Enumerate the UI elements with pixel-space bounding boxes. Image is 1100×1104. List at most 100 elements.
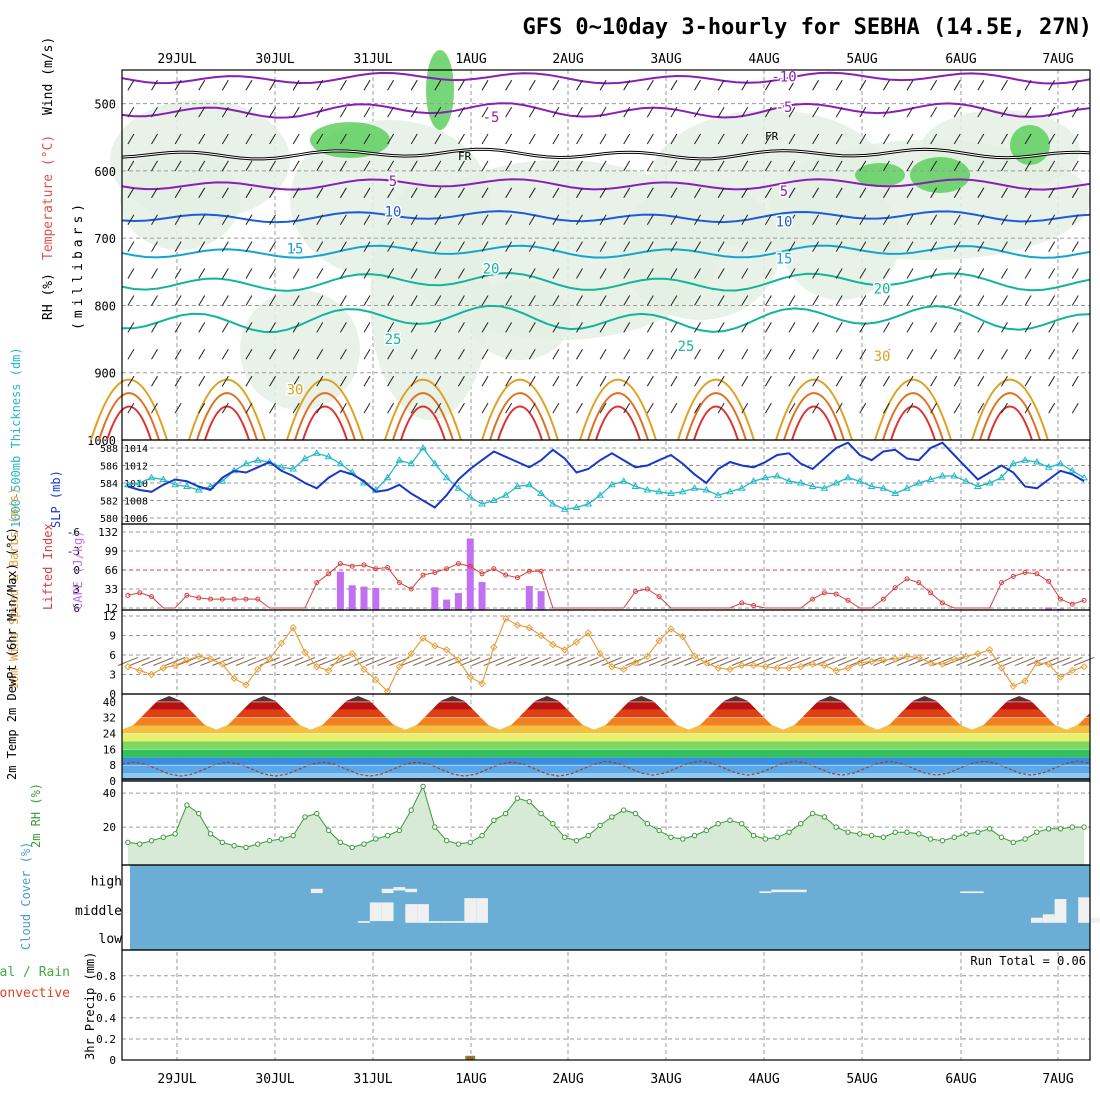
cloud-cell <box>1078 897 1090 923</box>
lifted-point <box>880 596 886 602</box>
wind-point <box>195 652 203 661</box>
wind-barb <box>221 402 229 414</box>
cloud-cell <box>310 888 323 894</box>
rh-point <box>668 834 674 840</box>
cape-bar <box>454 593 462 610</box>
boundary-layer-isotherm <box>188 378 266 441</box>
wind-barb <box>363 241 371 252</box>
wind-barb <box>363 79 371 91</box>
wind-barb <box>1071 241 1079 252</box>
wind-barb <box>930 133 938 145</box>
wind-barb <box>1001 133 1008 145</box>
wind-barb <box>835 402 843 414</box>
surface-wind-barb <box>1026 657 1048 666</box>
thickness-point <box>631 482 640 489</box>
wind-barb <box>528 322 536 333</box>
thickness-point <box>655 487 664 495</box>
wind-barb <box>245 133 253 145</box>
wind-barb <box>930 241 938 252</box>
wind-barb <box>505 295 513 306</box>
wind-barb <box>741 106 749 118</box>
thickness-axis-label: 1000-500mb Thickness (dm) <box>9 347 23 528</box>
precip-tick-label: 0.4 <box>96 1012 116 1025</box>
thickness-point <box>914 479 923 486</box>
wind-barb <box>387 349 395 360</box>
wind-barb <box>363 322 371 333</box>
wind-barb <box>410 106 418 118</box>
wind-barb <box>127 375 135 387</box>
cloud-background <box>130 865 1090 950</box>
surface-wind-barb <box>637 657 658 666</box>
wind-barb <box>670 295 678 306</box>
boundary-layer-isotherm <box>302 405 348 441</box>
wind-point <box>265 655 274 663</box>
wind-barb <box>528 402 536 414</box>
wind-barb <box>481 322 489 333</box>
wind-barb <box>906 106 914 118</box>
surface-wind-barb <box>306 657 327 666</box>
thickness-point <box>855 477 864 484</box>
surface-wind-barb <box>719 657 741 666</box>
lifted-tick-label: -3 <box>67 545 80 558</box>
wind-barb <box>528 241 536 252</box>
wind-point <box>619 665 628 674</box>
wind-barb <box>646 295 654 306</box>
wind-barb <box>812 322 820 333</box>
isotherm-label: -10 <box>771 70 796 86</box>
wind-barb <box>292 349 300 360</box>
lifted-index-line <box>127 563 1085 609</box>
wind-barb <box>835 160 843 172</box>
upper-air-ylabels: RH (%) Temperature (°C) Wind (m/s) <box>41 37 56 320</box>
lifted-point <box>255 596 261 602</box>
temp-axis-label: 2m Temp 2m DewPt (6hr Min/Max) (°C) <box>5 527 19 780</box>
wind-barb <box>481 187 489 199</box>
wind-barb <box>576 268 583 279</box>
thickness-point <box>253 456 262 463</box>
wind-barb <box>1048 106 1056 118</box>
temp-band <box>122 765 1090 774</box>
cape-bar <box>537 591 545 610</box>
thickness-point <box>1009 459 1018 467</box>
boundary-layer-isotherm <box>196 392 258 441</box>
boundary-layer-isotherm <box>783 392 845 441</box>
rh-point <box>750 832 757 839</box>
wind-barb <box>458 241 465 252</box>
wind-barb <box>552 268 560 279</box>
wind-barb <box>953 133 961 145</box>
wind-barb <box>788 268 796 279</box>
wind-barb <box>717 187 725 199</box>
rh-point <box>1081 824 1087 830</box>
top-date-label: 5AUG <box>846 52 877 67</box>
lifted-point <box>455 561 461 567</box>
wind-barb <box>835 214 843 225</box>
wind-barb <box>576 214 583 225</box>
lifted-point <box>125 592 131 598</box>
lifted-point <box>1022 570 1028 576</box>
wind-point <box>962 652 970 661</box>
panel-frames <box>121 69 1091 1061</box>
wind-barb <box>387 79 395 91</box>
wind-barb <box>245 268 253 279</box>
wind-barb <box>528 295 536 306</box>
wind-barb <box>694 349 701 360</box>
wind-point <box>808 660 817 668</box>
surface-wind-barb <box>377 657 398 666</box>
rh-tick-label: 40 <box>103 787 116 800</box>
surface-wind-barb <box>495 657 516 666</box>
rh-point <box>845 829 851 835</box>
series-slp <box>127 441 1085 509</box>
wind-point <box>1056 673 1065 681</box>
wind-barb <box>694 187 701 199</box>
wind-barb <box>953 106 961 118</box>
wind-barb <box>1024 349 1032 360</box>
surface-wind-barb <box>826 657 847 666</box>
surface-wind-barb <box>766 657 788 666</box>
wind-barb <box>316 322 324 333</box>
wind-barb <box>505 241 513 252</box>
wind-barb <box>363 402 371 414</box>
wind-point <box>738 661 746 670</box>
thickness-point <box>572 503 581 510</box>
rh-point <box>833 824 839 830</box>
wind-barb <box>339 402 347 414</box>
wind-barb <box>245 160 253 172</box>
